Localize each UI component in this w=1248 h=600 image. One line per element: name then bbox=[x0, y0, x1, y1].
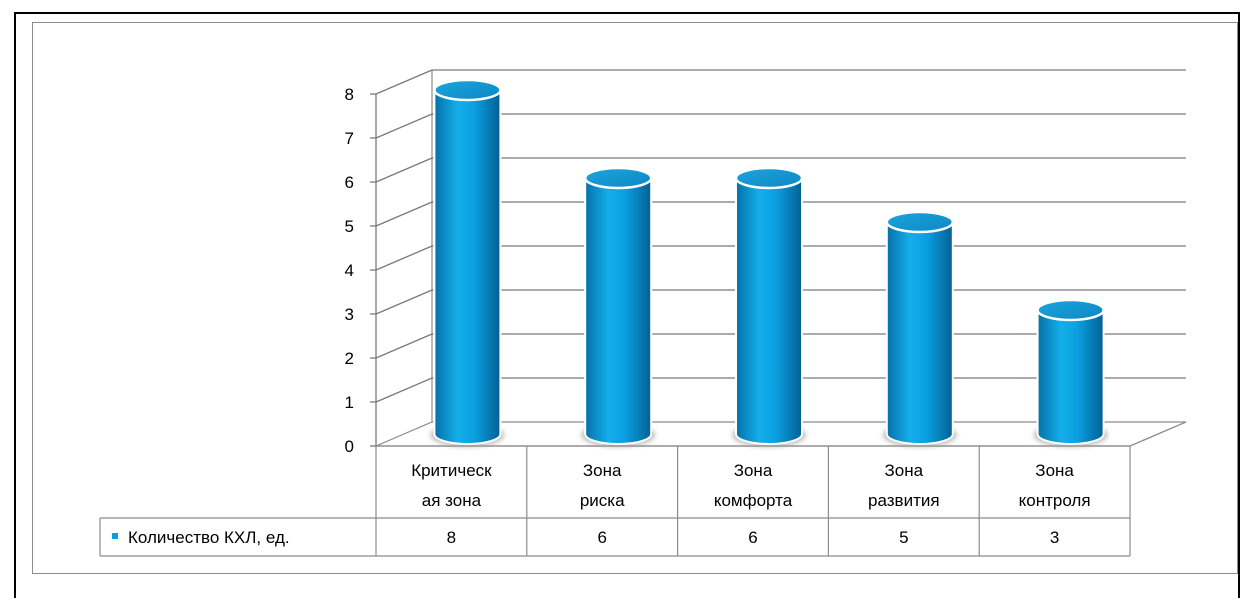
bar bbox=[882, 210, 957, 447]
x-category-label: Зона bbox=[1035, 461, 1074, 480]
bar-body bbox=[1036, 309, 1105, 445]
side-gridline bbox=[375, 333, 433, 359]
x-category-label: комфорта bbox=[714, 491, 793, 510]
bars bbox=[430, 78, 1108, 447]
bar-body bbox=[735, 177, 803, 445]
x-category-label: Критическ bbox=[411, 461, 492, 480]
series-name: Количество КХЛ, ед. bbox=[128, 528, 290, 547]
data-value-label: 5 bbox=[899, 528, 908, 547]
side-gridline bbox=[375, 157, 433, 183]
bar-body bbox=[584, 177, 653, 445]
y-tick-label: 0 bbox=[345, 437, 354, 456]
bar-top-cap bbox=[734, 166, 804, 190]
y-tick-label: 8 bbox=[345, 85, 354, 104]
legend-key bbox=[112, 533, 118, 539]
y-tick-label: 6 bbox=[345, 173, 354, 192]
y-tick-label: 4 bbox=[345, 261, 354, 280]
bar-top-cap bbox=[583, 166, 653, 190]
y-tick-label: 5 bbox=[345, 217, 354, 236]
side-gridline bbox=[375, 69, 433, 95]
x-category-label: развития bbox=[868, 491, 940, 510]
side-gridline bbox=[375, 201, 433, 227]
side-gridline bbox=[375, 245, 433, 271]
side-gridline bbox=[375, 113, 433, 139]
x-category-label: ая зона bbox=[422, 491, 482, 510]
y-axis: 0 1 2 3 4 5 6 7 8 bbox=[345, 85, 377, 456]
bar bbox=[581, 166, 656, 447]
data-value-label: 6 bbox=[597, 528, 606, 547]
x-category-label: риска bbox=[580, 491, 625, 510]
bar-top-cap bbox=[433, 78, 502, 102]
page-frame bbox=[14, 12, 1240, 598]
data-value-label: 6 bbox=[748, 528, 757, 547]
x-category-label: Зона bbox=[734, 461, 773, 480]
bar-top-cap bbox=[885, 210, 955, 234]
bar bbox=[732, 166, 806, 447]
data-value-label: 8 bbox=[447, 528, 456, 547]
y-tick-label: 7 bbox=[345, 129, 354, 148]
data-value-label: 3 bbox=[1050, 528, 1059, 547]
data-table: Критическ ая зона Зона риска Зона комфорта Зон… bbox=[99, 421, 1187, 557]
bar-body bbox=[885, 221, 954, 445]
y-tick-label: 2 bbox=[345, 349, 354, 368]
y-tick-label: 3 bbox=[345, 305, 354, 324]
x-category-label: Зона bbox=[885, 461, 924, 480]
bar bbox=[1033, 298, 1108, 447]
x-category-label: Зона bbox=[583, 461, 622, 480]
bar-body bbox=[433, 89, 502, 445]
y-tick-label: 1 bbox=[345, 393, 354, 412]
floor-right-edge bbox=[1129, 421, 1187, 447]
x-category-label: контроля bbox=[1019, 491, 1091, 510]
side-gridline bbox=[375, 289, 433, 315]
bar-top-cap bbox=[1036, 298, 1105, 322]
bar bbox=[430, 78, 505, 447]
side-gridline bbox=[375, 377, 433, 403]
